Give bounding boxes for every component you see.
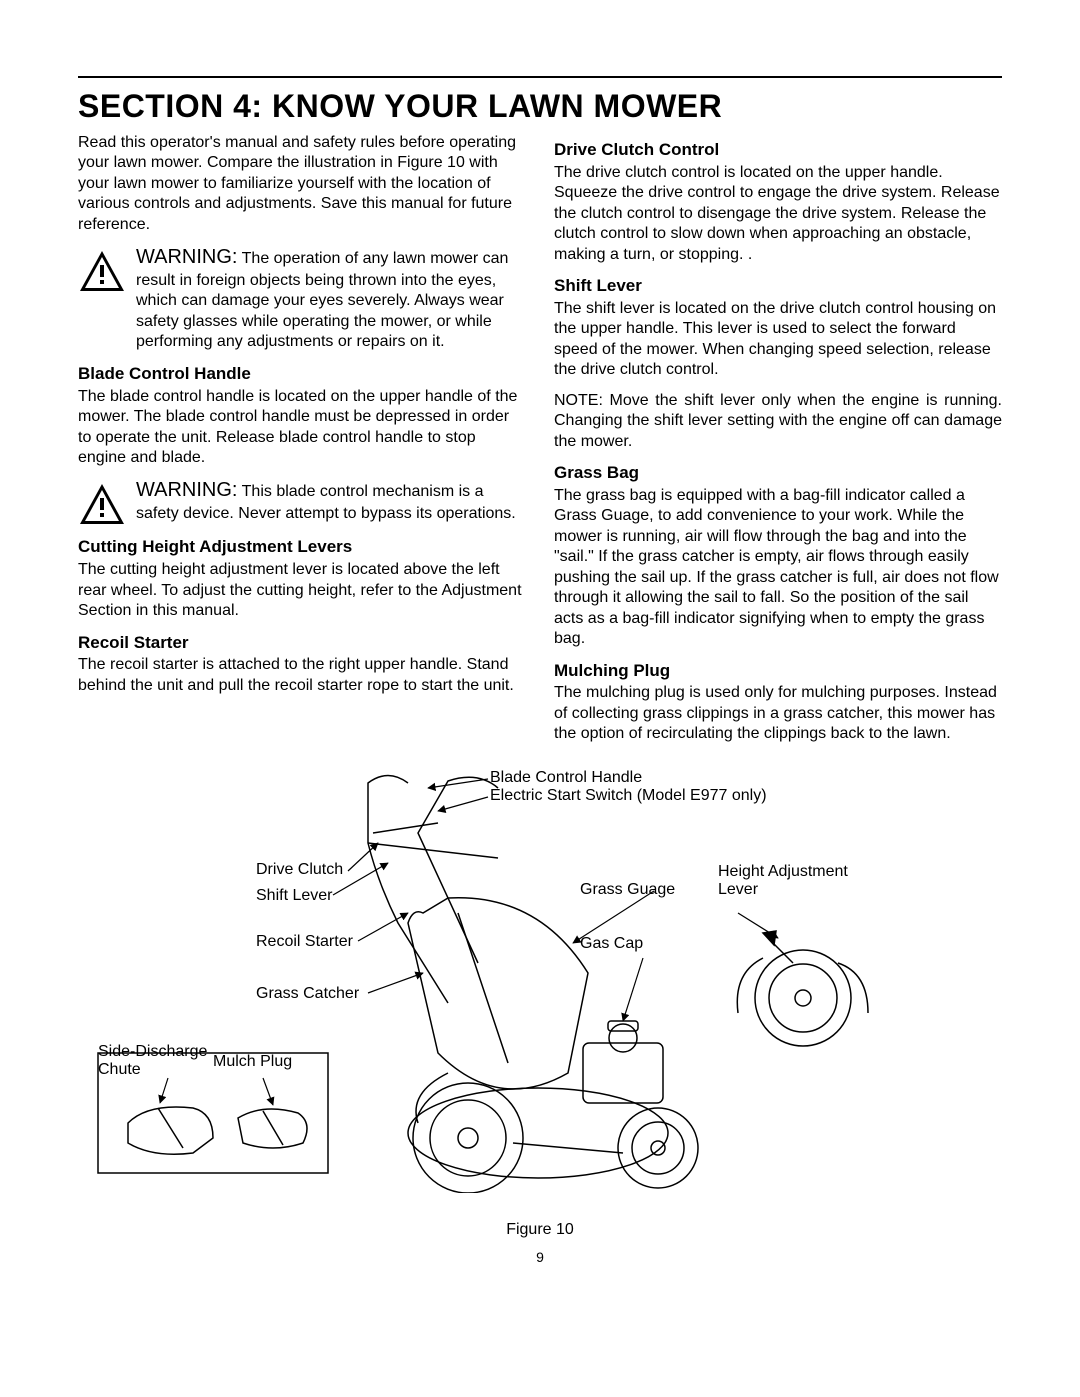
manual-page: SECTION 4: KNOW YOUR LAWN MOWER Read thi… — [0, 0, 1080, 1397]
grass-bag-heading: Grass Bag — [554, 462, 1002, 484]
label-gas-cap: Gas Cap — [580, 935, 643, 953]
figure-caption: Figure 10 — [78, 1221, 1002, 1239]
warning-triangle-icon — [78, 482, 126, 526]
blade-control-body: The blade control handle is located on t… — [78, 387, 526, 469]
label-blade-control: Blade Control Handle — [490, 769, 642, 787]
drive-clutch-body: The drive clutch control is located on t… — [554, 163, 1002, 265]
recoil-heading: Recoil Starter — [78, 632, 526, 654]
shift-lever-heading: Shift Lever — [554, 275, 1002, 297]
warning-2-text: WARNING: This blade control mechanism is… — [136, 478, 526, 524]
warning-2-lead: WARNING: — [136, 479, 237, 501]
label-height-adj: Height Adjustment Lever — [718, 863, 848, 900]
warning-block-2: WARNING: This blade control mechanism is… — [78, 478, 526, 526]
warning-1-lead: WARNING: — [136, 246, 237, 268]
grass-bag-body: The grass bag is equipped with a bag-fil… — [554, 486, 1002, 650]
figure-10: Blade Control Handle Electric Start Swit… — [78, 763, 1002, 1193]
label-mulch-plug: Mulch Plug — [213, 1053, 292, 1071]
label-electric-start: Electric Start Switch (Model E977 only) — [490, 787, 767, 805]
mulch-body: The mulching plug is used only for mulch… — [554, 683, 1002, 744]
warning-1-text: WARNING: The operation of any lawn mower… — [136, 245, 526, 352]
label-grass-catcher: Grass Catcher — [256, 985, 359, 1003]
right-column: Drive Clutch Control The drive clutch co… — [554, 133, 1002, 755]
mower-illustration — [78, 763, 1002, 1193]
label-grass-guage: Grass Guage — [580, 881, 675, 899]
top-rule — [78, 76, 1002, 78]
shift-lever-note: NOTE: Move the shift lever only when the… — [554, 391, 1002, 452]
label-recoil: Recoil Starter — [256, 933, 353, 951]
page-number: 9 — [78, 1249, 1002, 1265]
cutting-height-heading: Cutting Height Adjustment Levers — [78, 536, 526, 558]
left-column: Read this operator's manual and safety r… — [78, 133, 526, 755]
mulch-heading: Mulching Plug — [554, 660, 1002, 682]
warning-block-1: WARNING: The operation of any lawn mower… — [78, 245, 526, 352]
warning-triangle-icon — [78, 249, 126, 293]
blade-control-heading: Blade Control Handle — [78, 363, 526, 385]
drive-clutch-heading: Drive Clutch Control — [554, 139, 1002, 161]
recoil-body: The recoil starter is attached to the ri… — [78, 655, 526, 696]
two-column-body: Read this operator's manual and safety r… — [78, 133, 1002, 755]
label-side-discharge: Side-Discharge Chute — [98, 1043, 207, 1080]
label-shift-lever: Shift Lever — [256, 887, 332, 905]
shift-lever-body: The shift lever is located on the drive … — [554, 299, 1002, 381]
section-title: SECTION 4: KNOW YOUR LAWN MOWER — [78, 88, 1002, 125]
cutting-height-body: The cutting height adjustment lever is l… — [78, 560, 526, 621]
label-drive-clutch: Drive Clutch — [256, 861, 343, 879]
intro-paragraph: Read this operator's manual and safety r… — [78, 133, 526, 235]
